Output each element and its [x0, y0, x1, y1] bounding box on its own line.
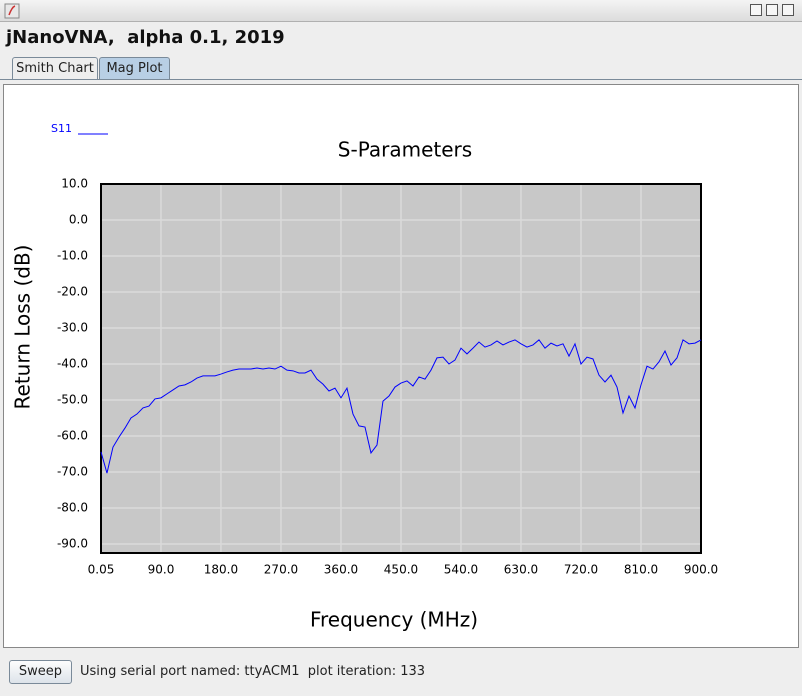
x-tick-label: 900.0 [684, 563, 718, 577]
maximize-button[interactable] [766, 4, 778, 16]
chart-title: S-Parameters [338, 138, 472, 162]
x-axis-label: Frequency (MHz) [310, 608, 478, 632]
sweep-button[interactable]: Sweep [9, 660, 72, 684]
y-tick-label: -40.0 [57, 357, 88, 371]
y-tick-label: -20.0 [57, 285, 88, 299]
tab-divider [0, 79, 802, 80]
x-tick-label: 450.0 [384, 563, 418, 577]
y-axis-label: Return Loss (dB) [11, 245, 35, 410]
y-tick-label: 10.0 [61, 177, 88, 191]
y-tick-label: -30.0 [57, 321, 88, 335]
app-title: jNanoVNA, alpha 0.1, 2019 [6, 27, 285, 48]
y-tick-label: -60.0 [57, 429, 88, 443]
x-tick-label: 360.0 [324, 563, 358, 577]
y-tick-label: -90.0 [57, 537, 88, 551]
minimize-button[interactable] [750, 4, 762, 16]
plot-border [100, 183, 702, 554]
legend-label: S11 [51, 122, 72, 135]
y-tick-label: -10.0 [57, 249, 88, 263]
y-tick-label: -80.0 [57, 501, 88, 515]
x-tick-label: 630.0 [504, 563, 538, 577]
x-tick-label: 810.0 [624, 563, 658, 577]
x-tick-label: 720.0 [564, 563, 598, 577]
chart: S-Parameters 0.05 90.0 180.0 270.0 360.0 450.0… [11, 122, 719, 632]
close-button[interactable] [782, 4, 794, 16]
app-icon [4, 3, 20, 19]
tab-selected[interactable]: Mag Plot [99, 57, 170, 79]
x-tick-label: 540.0 [444, 563, 478, 577]
y-tick-label: -70.0 [57, 465, 88, 479]
x-tick-label: 90.0 [148, 563, 175, 577]
y-tick-label: 0.0 [69, 213, 88, 227]
x-tick-label: 270.0 [264, 563, 298, 577]
series-line [100, 339, 702, 474]
status-text: Using serial port named: ttyACM1 plot it… [80, 664, 426, 679]
y-tick-label: -50.0 [57, 393, 88, 407]
x-tick-label: 180.0 [204, 563, 238, 577]
x-tick-label: 0.05 [88, 563, 115, 577]
tab[interactable]: Smith Chart [12, 57, 98, 79]
title-bar [0, 0, 802, 22]
